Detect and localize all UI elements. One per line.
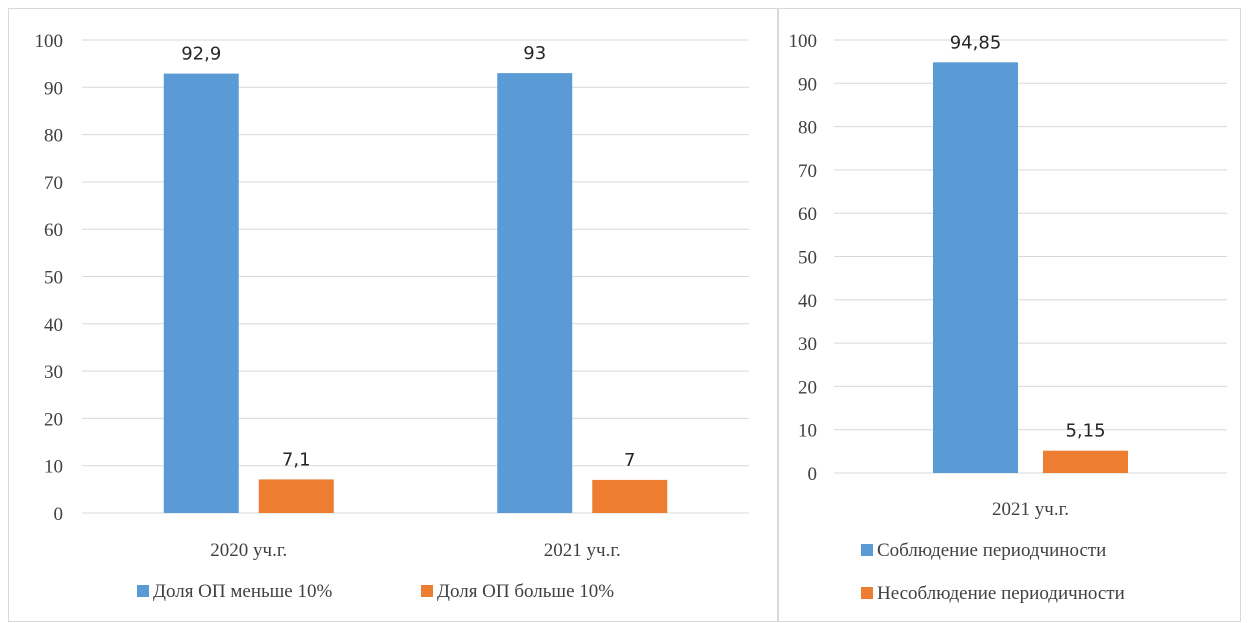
y-tick-label: 70 bbox=[44, 173, 63, 194]
y-tick-label: 0 bbox=[54, 504, 64, 525]
y-tick-label: 90 bbox=[798, 74, 817, 95]
x-category-label: 2021 уч.г. bbox=[992, 499, 1069, 520]
y-tick-label: 70 bbox=[798, 161, 817, 182]
chart-left: 0 10 20 30 40 50 60 70 80 90 100 92,9 7,1 2020 уч.г. 9… bbox=[35, 31, 749, 602]
y-tick-label: 10 bbox=[798, 421, 817, 442]
y-tick-label: 50 bbox=[798, 248, 817, 269]
bar bbox=[1043, 450, 1128, 473]
bar-data-label: 93 bbox=[523, 43, 546, 64]
y-tick-label: 50 bbox=[44, 268, 63, 289]
y-tick-label: 40 bbox=[798, 291, 817, 312]
bar bbox=[592, 479, 668, 513]
bar-data-label: 5,15 bbox=[1065, 421, 1105, 442]
x-category-label: 2020 уч.г. bbox=[210, 540, 287, 561]
legend-swatch bbox=[861, 544, 873, 556]
y-tick-label: 80 bbox=[798, 118, 817, 139]
y-tick-label: 20 bbox=[798, 377, 817, 398]
bar bbox=[497, 73, 573, 514]
y-tick-label: 90 bbox=[44, 78, 63, 99]
y-tick-label: 80 bbox=[44, 126, 63, 147]
legend-label: Несоблюдение периодичности bbox=[877, 583, 1125, 604]
y-tick-label: 60 bbox=[44, 220, 63, 241]
bar-data-label: 7,1 bbox=[282, 449, 311, 470]
bar-data-label: 92,9 bbox=[181, 44, 221, 65]
bar bbox=[933, 62, 1018, 473]
y-tick-label: 40 bbox=[44, 315, 63, 336]
bar-data-label: 7 bbox=[624, 450, 635, 471]
y-tick-label: 10 bbox=[44, 457, 63, 478]
chart-left-panel: 0 10 20 30 40 50 60 70 80 90 100 92,9 7,1 2020 уч.г. 9… bbox=[8, 8, 778, 622]
bar-data-label: 94,85 bbox=[950, 32, 1002, 53]
legend-label: Соблюдение периодчиности bbox=[877, 540, 1106, 561]
bar bbox=[258, 479, 334, 513]
y-tick-label: 30 bbox=[798, 334, 817, 355]
y-tick-label: 0 bbox=[808, 464, 818, 485]
chart-right: 0 10 20 30 40 50 60 70 80 90 100 94,85 5,15 2021 уч.г… bbox=[789, 31, 1227, 604]
legend-label: Доля ОП больше 10% bbox=[437, 581, 614, 602]
x-category-label: 2021 уч.г. bbox=[544, 540, 621, 561]
legend-swatch bbox=[137, 585, 149, 597]
y-tick-label: 100 bbox=[789, 31, 818, 52]
chart-right-panel: 0 10 20 30 40 50 60 70 80 90 100 94,85 5,15 2021 уч.г… bbox=[778, 8, 1241, 622]
bar bbox=[163, 73, 239, 513]
y-tick-label: 20 bbox=[44, 409, 63, 430]
legend-swatch bbox=[861, 587, 873, 599]
legend-swatch bbox=[421, 585, 433, 597]
y-tick-label: 30 bbox=[44, 362, 63, 383]
y-tick-label: 100 bbox=[35, 31, 64, 52]
y-tick-label: 60 bbox=[798, 204, 817, 225]
legend-label: Доля ОП меньше 10% bbox=[153, 581, 332, 602]
